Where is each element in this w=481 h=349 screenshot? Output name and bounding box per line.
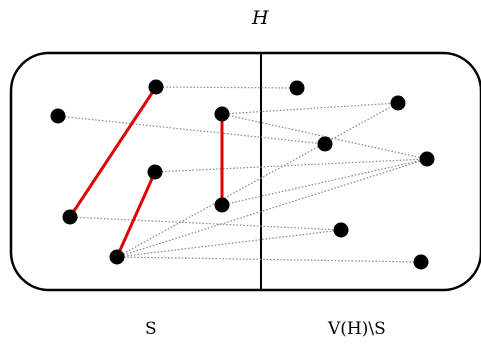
vertex — [391, 96, 406, 111]
vertex — [215, 198, 230, 213]
vertex — [110, 250, 125, 265]
graph-boundary — [11, 53, 481, 290]
dotted-edge — [222, 114, 427, 159]
vertex — [318, 137, 333, 152]
dotted-edge — [222, 159, 427, 205]
vertex — [148, 165, 163, 180]
dotted-edge — [117, 103, 398, 257]
dotted-edge — [117, 159, 427, 257]
vertex — [290, 81, 305, 96]
vertex — [420, 152, 435, 167]
vertex — [51, 109, 66, 124]
dotted-edge — [58, 116, 325, 144]
vertex — [149, 80, 164, 95]
matching-edge — [117, 172, 155, 257]
dotted-edge — [222, 103, 398, 114]
left-partition-label: S — [145, 321, 157, 338]
dotted-edge — [70, 217, 341, 230]
right-partition-label: V(H)\S — [328, 321, 386, 338]
vertex — [414, 255, 429, 270]
vertex — [63, 210, 78, 225]
dotted-edge — [155, 159, 427, 172]
dotted-edge — [156, 87, 297, 88]
dotted-edge — [117, 257, 421, 262]
dotted-edge — [117, 230, 341, 257]
dotted-edges — [58, 87, 427, 262]
vertex — [215, 107, 230, 122]
vertex — [334, 223, 349, 238]
